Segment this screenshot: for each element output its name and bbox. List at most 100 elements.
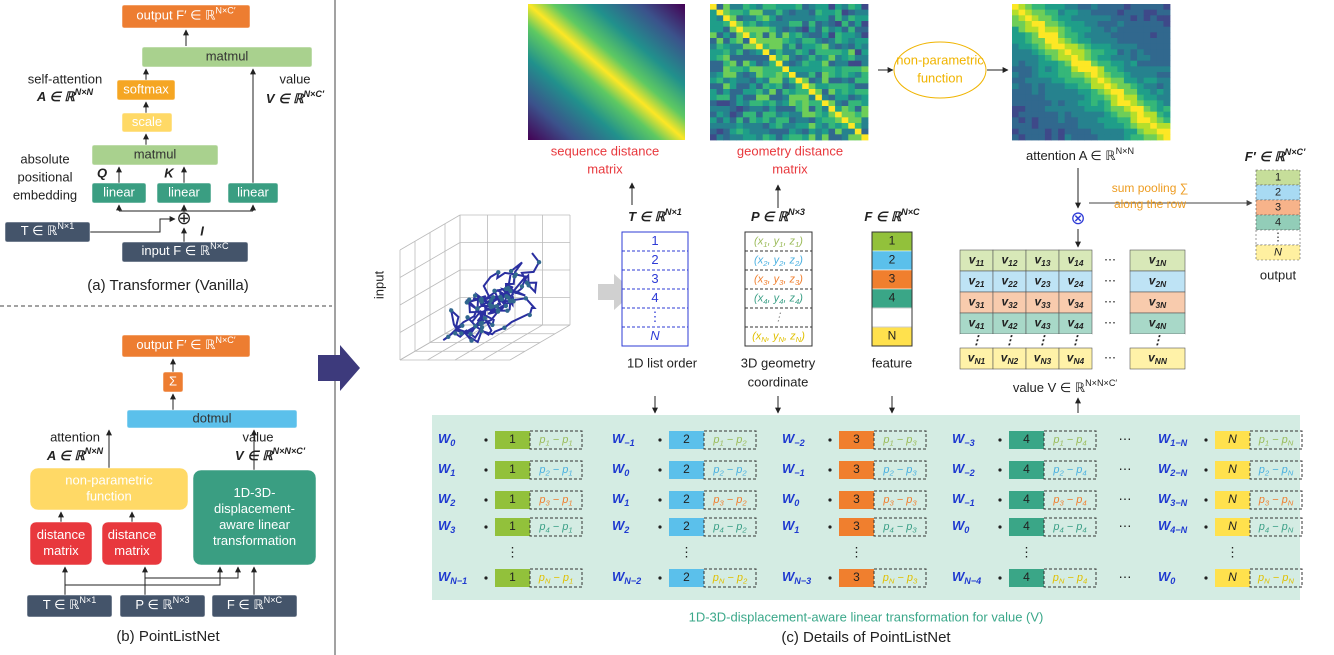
heatmap-cell bbox=[1065, 27, 1072, 33]
heatmap-cell bbox=[1038, 117, 1045, 123]
heatmap-cell bbox=[1065, 117, 1072, 123]
heatmap-cell bbox=[789, 49, 796, 55]
heatmap-cell bbox=[829, 83, 836, 89]
heatmap-cell bbox=[1012, 112, 1019, 118]
heatmap-cell bbox=[1137, 89, 1144, 95]
heatmap-cell bbox=[809, 129, 816, 135]
residue bbox=[496, 308, 500, 312]
heatmap-cell bbox=[842, 15, 849, 21]
heatmap-cell bbox=[1071, 27, 1078, 33]
heatmap-cell bbox=[1091, 72, 1098, 78]
heatmap-cell bbox=[796, 106, 803, 112]
label-part: N−3 bbox=[794, 576, 811, 586]
heatmap-cell bbox=[829, 10, 836, 16]
heatmap-cell bbox=[1137, 27, 1144, 33]
heatmap-cell bbox=[802, 49, 809, 55]
heatmap-cell bbox=[1052, 134, 1059, 140]
math-label: p1 − p2 bbox=[712, 434, 747, 447]
label: N bbox=[1228, 519, 1237, 533]
label-part: p bbox=[882, 434, 889, 446]
heatmap-cell bbox=[710, 10, 717, 16]
heatmap-cell bbox=[750, 32, 757, 38]
heatmap-cell bbox=[796, 83, 803, 89]
heatmap-cell bbox=[710, 4, 717, 10]
heatmap-cell bbox=[750, 100, 757, 106]
math-label: p4 − p1 bbox=[538, 521, 572, 534]
residue bbox=[449, 308, 453, 312]
heatmap-cell bbox=[829, 61, 836, 67]
heatmap-cell bbox=[1091, 61, 1098, 67]
heatmap-cell bbox=[1144, 38, 1151, 44]
heatmap-cell bbox=[763, 123, 770, 129]
heatmap-cell bbox=[815, 21, 822, 27]
heatmap-cell bbox=[1065, 83, 1072, 89]
heatmap-cell bbox=[1104, 38, 1111, 44]
heatmap-cell bbox=[842, 112, 849, 118]
heatmap-cell bbox=[835, 83, 842, 89]
label-part: A ∈ ℝ bbox=[36, 89, 76, 104]
label-part: input F ∈ ℝ bbox=[141, 243, 210, 258]
heatmap-cell bbox=[1012, 72, 1019, 78]
math-label: p3 − p1 bbox=[538, 494, 572, 507]
label: 1 bbox=[509, 519, 516, 533]
heatmap-cell bbox=[1124, 78, 1131, 84]
heatmap-cell bbox=[848, 55, 855, 61]
heatmap-cell bbox=[1157, 106, 1164, 112]
label-part: N×N bbox=[75, 87, 94, 97]
label-part: 11 bbox=[975, 258, 984, 268]
label: transformation bbox=[213, 533, 296, 548]
math-label: pN − p3 bbox=[882, 572, 918, 585]
heatmap-cell bbox=[782, 123, 789, 129]
heatmap-cell bbox=[809, 134, 816, 140]
label: ⋯ bbox=[1104, 274, 1116, 288]
heatmap-cell bbox=[1144, 117, 1151, 123]
heatmap-cell bbox=[1045, 72, 1052, 78]
heatmap-cell bbox=[1111, 4, 1118, 10]
heatmap-cell bbox=[1091, 123, 1098, 129]
heatmap-cell bbox=[1091, 55, 1098, 61]
label: ⋮ bbox=[1037, 333, 1049, 347]
heatmap-cell bbox=[848, 4, 855, 10]
heatmap-cell bbox=[1131, 66, 1138, 72]
heatmap-cell bbox=[1104, 78, 1111, 84]
heatmap-cell bbox=[717, 117, 724, 123]
heatmap-cell bbox=[782, 32, 789, 38]
heatmap-cell bbox=[835, 72, 842, 78]
heatmap-cell bbox=[1065, 78, 1072, 84]
heatmap-cell bbox=[1038, 4, 1045, 10]
heatmap-cell bbox=[1025, 66, 1032, 72]
label-part: − p bbox=[1269, 464, 1288, 476]
heatmap-cell bbox=[1012, 95, 1019, 101]
heatmap-cell bbox=[802, 134, 809, 140]
heatmap-cell bbox=[1038, 106, 1045, 112]
heatmap-cell bbox=[1163, 49, 1170, 55]
label-part: N×3 bbox=[788, 207, 805, 217]
residue bbox=[479, 300, 483, 304]
heatmap-cell bbox=[1071, 123, 1078, 129]
heatmap-cell bbox=[1032, 106, 1039, 112]
heatmap-cell bbox=[763, 89, 770, 95]
heatmap-cell bbox=[842, 106, 849, 112]
heatmap-cell bbox=[1078, 61, 1085, 67]
heatmap-cell bbox=[730, 21, 737, 27]
heatmap-cell bbox=[723, 89, 730, 95]
heatmap-cell bbox=[1124, 66, 1131, 72]
label: 1 bbox=[1275, 171, 1281, 183]
math-label: p4 − p3 bbox=[882, 521, 917, 534]
heatmap-cell bbox=[717, 129, 724, 135]
heatmap-cell bbox=[855, 129, 862, 135]
heatmap-cell bbox=[730, 129, 737, 135]
label: 4 bbox=[1023, 519, 1030, 533]
heatmap-cell bbox=[1131, 4, 1138, 10]
heatmap-cell bbox=[710, 117, 717, 123]
label-part: − p bbox=[550, 464, 569, 476]
heatmap-cell bbox=[835, 112, 842, 118]
heatmap-cell bbox=[1144, 100, 1151, 106]
label: 2 bbox=[651, 252, 658, 267]
label-part: p bbox=[1257, 572, 1264, 584]
heatmap-cell bbox=[1065, 106, 1072, 112]
label-part: N−1 bbox=[450, 576, 467, 586]
heatmap-cell bbox=[1038, 89, 1045, 95]
heatmap-cell bbox=[829, 4, 836, 10]
heatmap-cell bbox=[1045, 4, 1052, 10]
